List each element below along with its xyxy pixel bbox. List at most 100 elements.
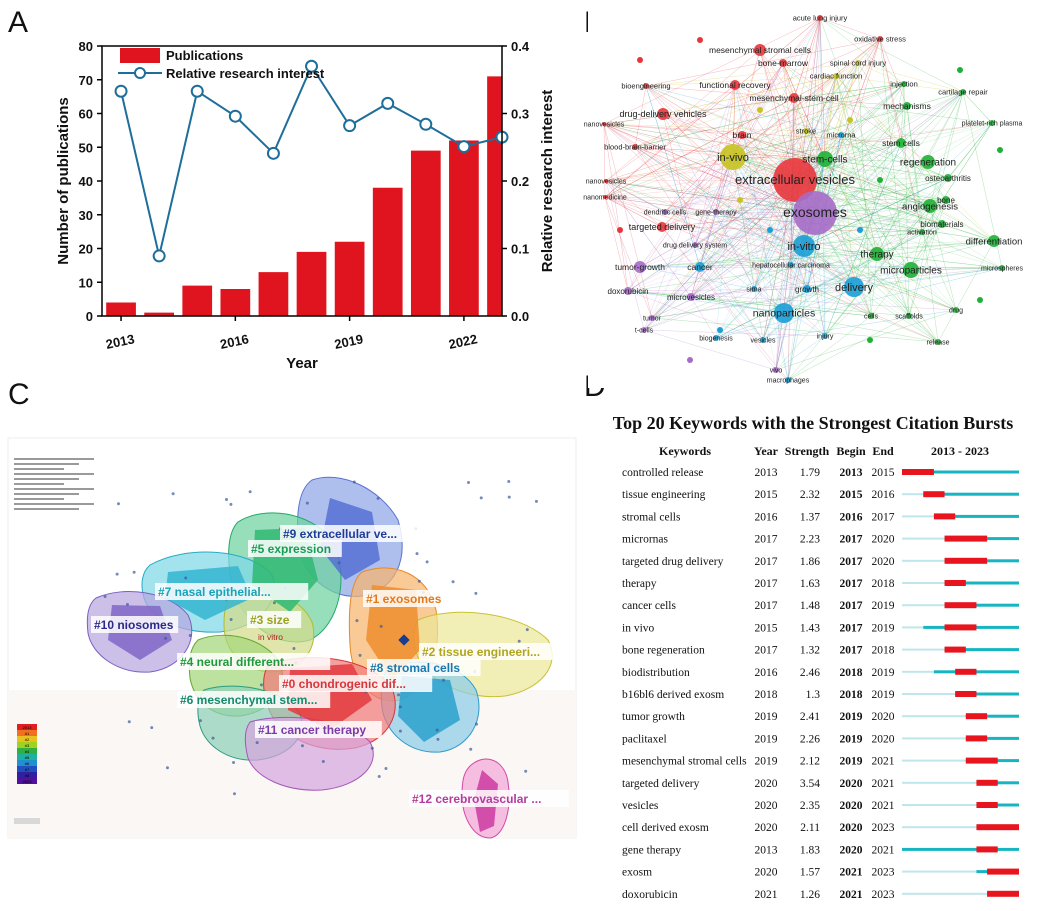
cluster-label: #9 extracellular ve...: [283, 527, 397, 541]
network-edge: [699, 211, 717, 268]
network-edge: [732, 142, 902, 158]
network-edge: [603, 123, 931, 207]
burst-timeline-pre: [902, 559, 945, 562]
network-edge: [762, 179, 796, 341]
cluster-label-bg: [91, 616, 179, 633]
network-edge: [775, 309, 957, 371]
network-edge: [604, 196, 663, 228]
network-label: stroke: [796, 127, 816, 136]
burst-timeline: [944, 581, 1019, 585]
network-edge: [910, 91, 964, 271]
network-edge: [604, 196, 939, 343]
network-edge: [732, 91, 964, 158]
network-edge: [790, 264, 855, 288]
info-text-line: [14, 508, 79, 510]
bar-2015: [182, 285, 213, 316]
network-edge: [962, 91, 993, 124]
cluster-node: [534, 499, 538, 503]
burst-begin: 2019: [840, 756, 863, 768]
network-node: [773, 158, 817, 202]
network-edge: [794, 179, 931, 207]
cluster-node: [474, 722, 478, 726]
burst-timeline: [933, 670, 1019, 674]
network-edge: [803, 231, 923, 247]
network-label: hepatocellular carcinoma: [752, 262, 830, 269]
network-edge: [876, 161, 929, 255]
cluster-node: [474, 591, 478, 595]
network-edge: [824, 223, 943, 337]
network-node: [838, 132, 844, 138]
network-edge: [664, 179, 796, 213]
network-edge: [762, 286, 855, 341]
network-edge: [634, 146, 805, 247]
burst-strength: 1.48: [800, 600, 820, 612]
network-edge: [741, 134, 931, 207]
network-edge: [835, 75, 878, 255]
info-text-line: [14, 458, 94, 460]
network-edge: [794, 38, 881, 181]
network-minor-node: [637, 57, 643, 63]
network-edge: [814, 105, 908, 214]
network-edge: [910, 223, 943, 271]
cluster-node: [150, 726, 154, 730]
network-edge: [803, 245, 939, 343]
cluster-node: [507, 495, 511, 499]
cluster-1-core: [366, 585, 420, 680]
network-edge: [639, 179, 796, 268]
network-edge: [947, 122, 993, 179]
network-node: [657, 108, 669, 120]
burst-strength: 1.3: [806, 689, 821, 701]
network-edge: [604, 196, 629, 292]
network-edge: [840, 134, 949, 179]
burst-timeline-pre: [902, 693, 956, 695]
network-edge: [661, 156, 734, 228]
burst-bar: [944, 535, 988, 542]
network-label: biogenesis: [699, 335, 733, 342]
burst-strength: 2.26: [800, 733, 820, 745]
network-edge: [627, 245, 805, 292]
network-edge: [690, 91, 964, 298]
network-edge: [741, 62, 784, 136]
burst-timeline: [933, 514, 1019, 518]
network-label: growth: [795, 285, 819, 294]
network-node: [906, 313, 912, 319]
network-edge: [634, 83, 905, 148]
network-edge: [603, 123, 807, 132]
network-edge: [627, 179, 796, 292]
ytick-left-label: 10: [79, 275, 93, 290]
burst-year: 2019: [755, 711, 778, 723]
cluster-node: [370, 746, 374, 750]
burst-begin: 2019: [840, 711, 863, 723]
network-edge: [803, 177, 949, 247]
burst-begin: 2021: [840, 889, 863, 901]
network-edge: [605, 180, 872, 317]
network-edge: [690, 296, 785, 314]
network-edge: [715, 264, 792, 339]
burst-keyword: micrornas: [622, 534, 669, 546]
network-edge: [690, 269, 912, 298]
network-edge: [645, 85, 931, 207]
network-edge: [921, 231, 957, 311]
network-label: osteoarthritis: [925, 174, 971, 183]
interest-line: [120, 64, 503, 257]
network-edge: [824, 158, 947, 201]
network-edge: [690, 179, 796, 298]
burst-year: 2015: [755, 489, 778, 501]
cluster-node: [171, 492, 175, 496]
burst-end: 2018: [872, 578, 895, 590]
ytick-right-label: 0.2: [511, 174, 529, 189]
cluster-node: [232, 792, 236, 796]
cluster-node: [132, 570, 136, 574]
network-edge: [645, 62, 859, 87]
burst-keyword: b16bl6 derived exosm: [622, 689, 724, 701]
interest-point-2016: [228, 109, 242, 123]
network-edge: [662, 113, 855, 288]
network-edge: [835, 75, 947, 201]
network-edge: [645, 85, 842, 136]
network-edge: [634, 146, 796, 181]
cluster-node: [165, 766, 169, 770]
network-edge: [604, 84, 736, 198]
panel-d-burst-table: Top 20 Keywords with the Strongest Citat…: [613, 413, 1019, 901]
network-edge: [651, 286, 855, 319]
panel-label-c: C: [8, 378, 30, 411]
